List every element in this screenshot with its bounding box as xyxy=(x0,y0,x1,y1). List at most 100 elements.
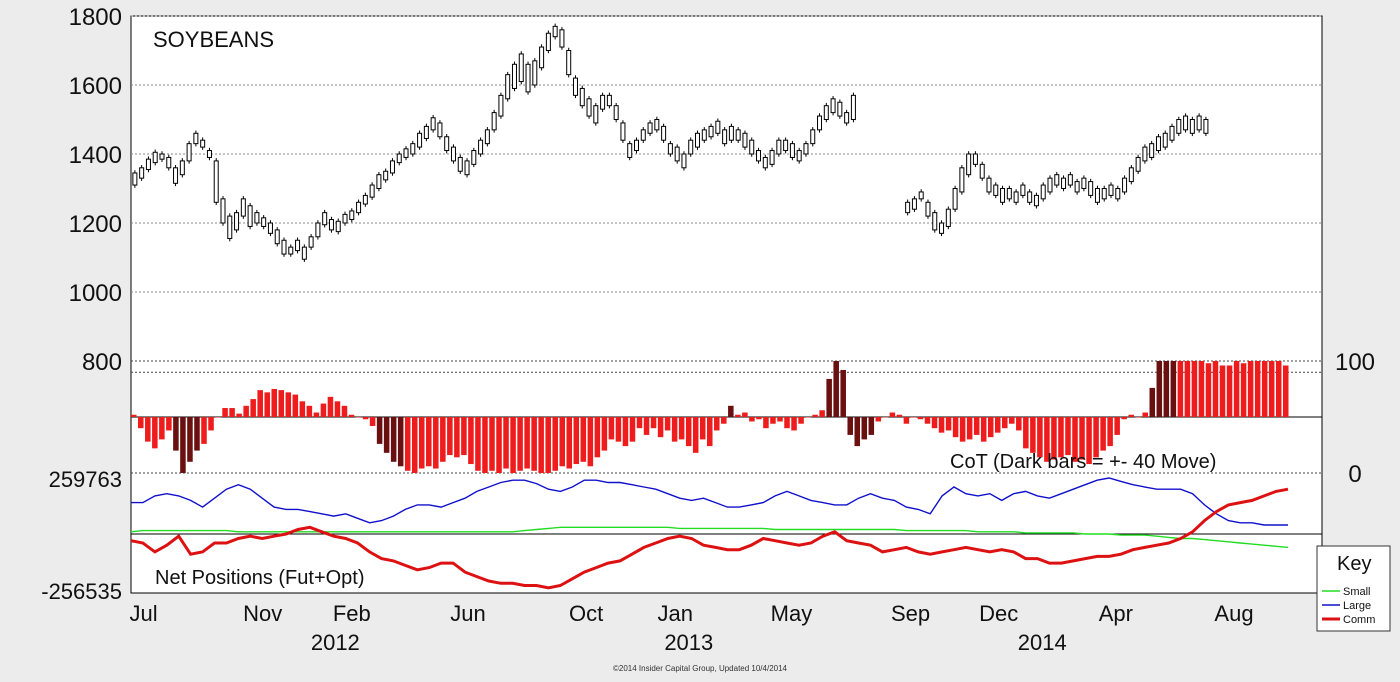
cot-bar xyxy=(475,417,481,471)
cot-bar xyxy=(1191,361,1198,417)
price-candle xyxy=(166,156,172,169)
price-candle xyxy=(1013,191,1019,203)
cot-bar xyxy=(545,417,551,473)
price-candle xyxy=(1040,184,1046,200)
cot-bar xyxy=(847,417,853,435)
cot-bar xyxy=(1072,417,1078,462)
cot-bar xyxy=(1198,361,1205,417)
price-candle xyxy=(722,129,728,145)
cot-bar xyxy=(706,417,713,447)
net-line-large xyxy=(131,477,1288,526)
price-candle xyxy=(505,74,511,100)
price-candle xyxy=(240,198,246,217)
cot-bar xyxy=(138,417,144,429)
cot-bar xyxy=(369,417,376,426)
cot-bar xyxy=(1051,417,1057,460)
cot-bar xyxy=(1219,365,1226,417)
price-tick-label: 800 xyxy=(82,349,122,376)
cot-bar xyxy=(1058,417,1064,458)
cot-bar xyxy=(924,417,931,424)
price-candle xyxy=(633,139,639,152)
cot-bar xyxy=(334,401,341,417)
cot-bar xyxy=(573,417,580,465)
price-candle xyxy=(728,125,734,141)
cot-bar xyxy=(1149,387,1156,417)
price-candle xyxy=(430,117,436,131)
price-candle xyxy=(837,101,843,117)
cot-bar xyxy=(355,417,362,418)
net-positions-label: Net Positions (Fut+Opt) xyxy=(155,567,365,589)
cot-bar xyxy=(629,417,636,442)
cot-bar xyxy=(145,417,151,442)
legend-title: Key xyxy=(1337,553,1371,575)
cot-bar xyxy=(1184,361,1191,417)
price-candle xyxy=(1189,119,1195,134)
price-candle xyxy=(389,160,395,174)
copyright-footer: ©2014 Insider Capital Group, Updated 10/… xyxy=(612,664,787,673)
cot-bar xyxy=(1093,417,1099,458)
cot-bar xyxy=(566,417,573,469)
cot-bar xyxy=(348,414,355,417)
price-candle xyxy=(715,120,721,134)
cot-bar xyxy=(959,417,966,442)
price-candle xyxy=(701,129,707,141)
price-candle xyxy=(1196,115,1202,131)
cot-bar xyxy=(215,417,221,418)
price-candle xyxy=(274,229,280,245)
price-candle xyxy=(295,239,301,252)
price-candle xyxy=(315,222,321,238)
price-candle xyxy=(850,94,856,120)
price-candle xyxy=(803,143,809,155)
cot-bar xyxy=(313,412,320,417)
cot-bar xyxy=(454,417,460,458)
price-candle xyxy=(966,153,972,176)
cot-bar xyxy=(587,417,594,467)
cot-bar xyxy=(650,417,657,429)
price-candle xyxy=(342,213,348,224)
price-candle xyxy=(301,246,307,260)
cot-bar xyxy=(952,417,959,438)
price-candle xyxy=(179,160,185,176)
cot-bar xyxy=(714,417,720,431)
price-candle xyxy=(1027,191,1033,203)
cot-bar xyxy=(987,417,994,438)
month-label: Jul xyxy=(130,601,158,626)
price-candle xyxy=(817,115,823,131)
price-candle xyxy=(647,122,653,134)
month-label: Oct xyxy=(569,601,603,626)
cot-label: CoT (Dark bars = +- 40 Move) xyxy=(950,451,1216,473)
cot-bar xyxy=(411,417,418,473)
price-candle xyxy=(579,87,585,107)
legend-label: Comm xyxy=(1343,614,1375,626)
price-candle xyxy=(227,215,233,240)
price-candle xyxy=(525,63,531,93)
cot-bar xyxy=(447,417,453,456)
cot-bar xyxy=(784,417,790,429)
cot-bar xyxy=(819,410,825,417)
price-candle xyxy=(1135,156,1141,172)
price-candle xyxy=(423,125,429,139)
cot-bar xyxy=(131,414,137,417)
price-candle xyxy=(559,29,565,48)
cot-bar xyxy=(966,417,973,440)
cot-bar xyxy=(1044,417,1050,462)
price-tick-label: 1800 xyxy=(69,4,122,31)
price-candles xyxy=(132,23,1209,262)
month-label: Jun xyxy=(450,601,485,626)
cot-bar xyxy=(1135,417,1141,418)
cot-bar xyxy=(636,417,643,429)
price-candle xyxy=(410,143,416,155)
price-candle xyxy=(369,184,375,198)
price-candle xyxy=(742,132,748,148)
price-candle xyxy=(511,63,517,89)
cot-bar xyxy=(622,417,629,447)
cot-bar xyxy=(777,417,783,422)
cot-bar xyxy=(994,417,1001,433)
cot-bar xyxy=(1100,417,1106,451)
price-candle xyxy=(939,222,945,234)
cot-bar xyxy=(292,394,299,417)
cot-bar xyxy=(749,417,755,422)
plot-background xyxy=(130,15,1323,594)
price-candle xyxy=(593,105,599,124)
